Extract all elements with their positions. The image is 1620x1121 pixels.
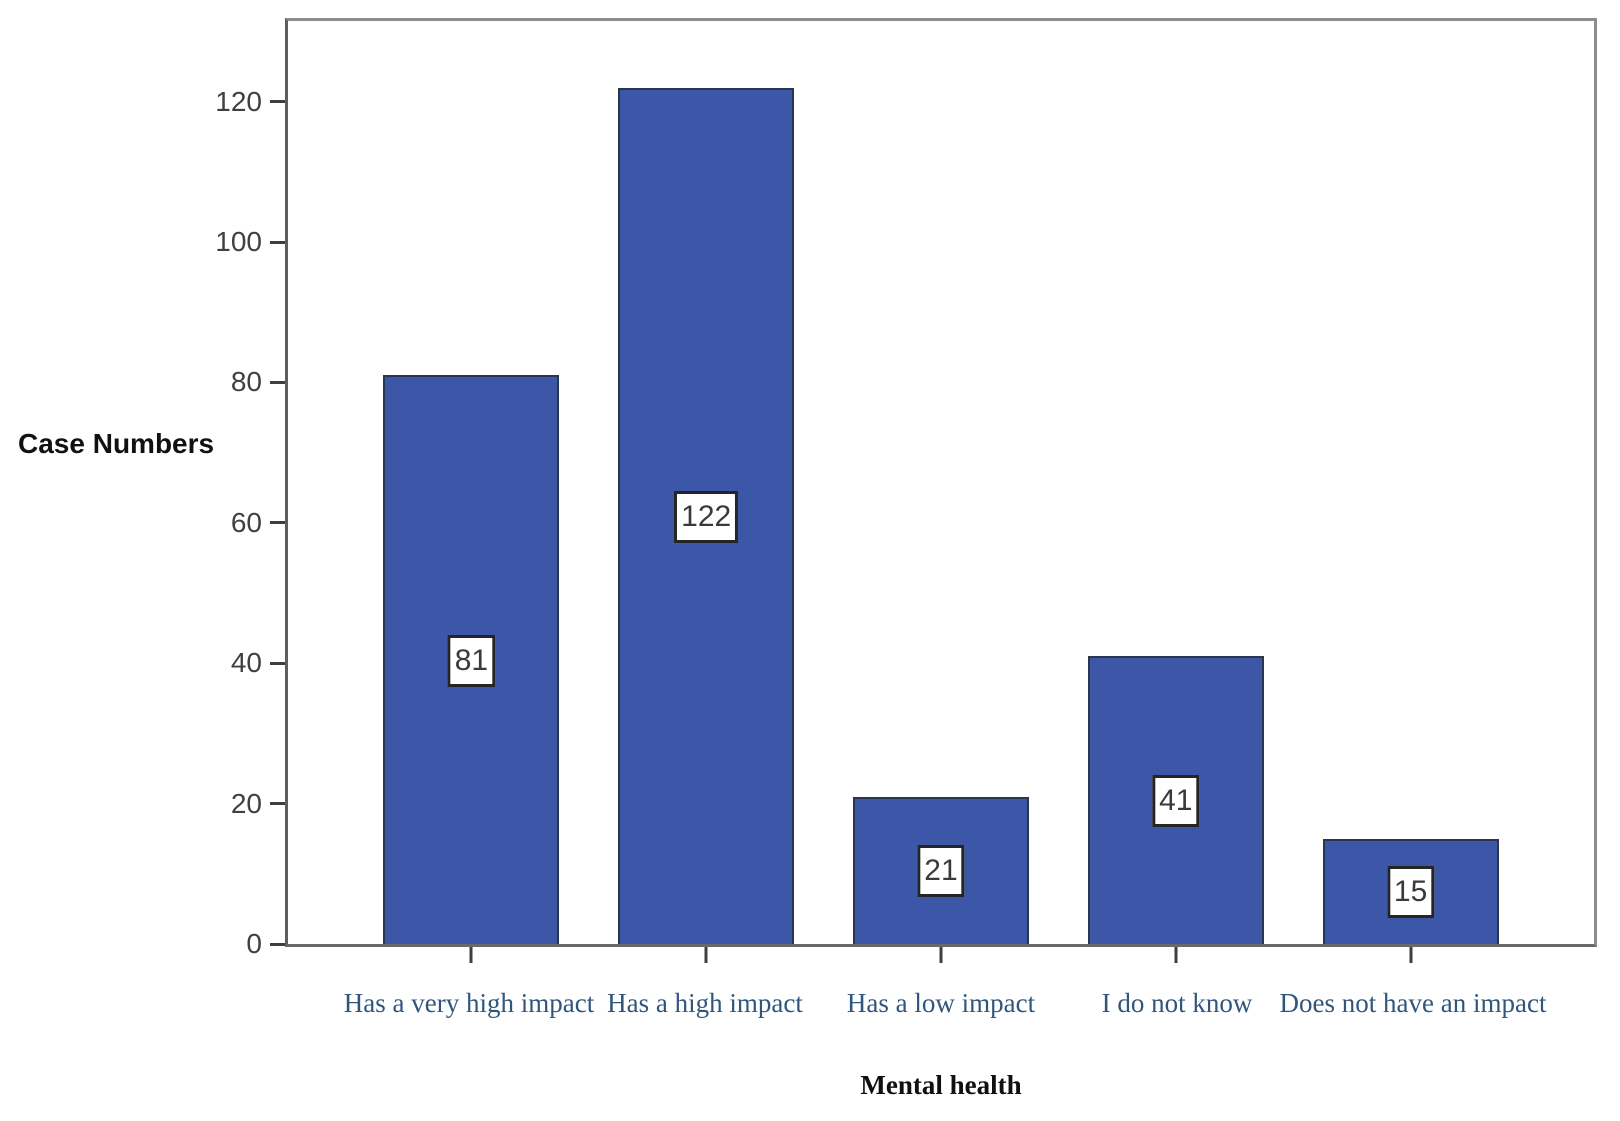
- bar-value-label: 15: [1386, 866, 1435, 919]
- y-tick-label: 40: [230, 647, 262, 679]
- bar-value-label: 21: [917, 845, 965, 898]
- category-label: Has a low impact: [846, 988, 1036, 1018]
- category-label-cell: Does not have an impact: [1280, 988, 1547, 1024]
- bar-slot: 122: [589, 21, 824, 963]
- category-label-cell: Has a high impact: [587, 988, 823, 1024]
- x-category-labels: Has a very high impact Has a high impact H…: [285, 988, 1597, 1024]
- y-tick-label: 100: [215, 226, 262, 258]
- y-tick-mark: [270, 521, 285, 525]
- y-tick-label: 0: [246, 928, 262, 959]
- category-label-cell: Has a low impact: [823, 988, 1059, 1024]
- x-tick-mark: [939, 947, 943, 963]
- y-tick-mark: [270, 240, 285, 244]
- y-tick-label: 60: [230, 506, 262, 538]
- category-label: Has a high impact: [607, 988, 803, 1018]
- category-label: Does not have an impact: [1279, 988, 1547, 1018]
- bars-container: 81 122 21 41 15: [288, 21, 1594, 963]
- y-tick-mark: [270, 661, 285, 665]
- y-tick-mark: [270, 100, 285, 104]
- bar-slot: 81: [354, 21, 589, 963]
- bar-2: 122: [618, 87, 795, 944]
- x-tick-mark: [704, 947, 708, 963]
- bar-slot: 15: [1293, 21, 1528, 963]
- y-tick-label: 120: [215, 85, 262, 117]
- bar-slot: 21: [824, 21, 1059, 963]
- bar-4: 41: [1087, 656, 1264, 944]
- x-tick-mark: [1174, 947, 1178, 963]
- bar-1: 81: [383, 375, 560, 944]
- plot-area: 0 20 40 60 80 100 120 81 122 21 41 15: [215, 18, 1597, 963]
- bar-value-label: 122: [674, 490, 739, 543]
- bar-5: 15: [1322, 838, 1499, 944]
- bar-3: 21: [852, 796, 1029, 944]
- category-label-cell: Has a very high impact: [344, 988, 594, 1024]
- y-tick-mark: [270, 942, 285, 946]
- y-tick-mark: [270, 802, 285, 806]
- y-tick-label: 80: [230, 366, 262, 398]
- bar-value-label: 41: [1152, 775, 1200, 828]
- x-tick-mark: [469, 947, 473, 963]
- y-tick-label: 20: [230, 787, 262, 819]
- x-tick-mark: [1409, 947, 1413, 963]
- bar-slot: 41: [1058, 21, 1293, 963]
- y-axis-title: Case Numbers: [18, 428, 215, 459]
- y-tick-mark: [270, 380, 285, 384]
- category-label-cell: I do not know: [1059, 988, 1295, 1024]
- category-label: I do not know: [1101, 988, 1253, 1018]
- category-label: Has a very high impact: [343, 988, 595, 1018]
- x-axis-title: Mental health: [860, 1070, 1022, 1100]
- bar-value-label: 81: [447, 634, 496, 687]
